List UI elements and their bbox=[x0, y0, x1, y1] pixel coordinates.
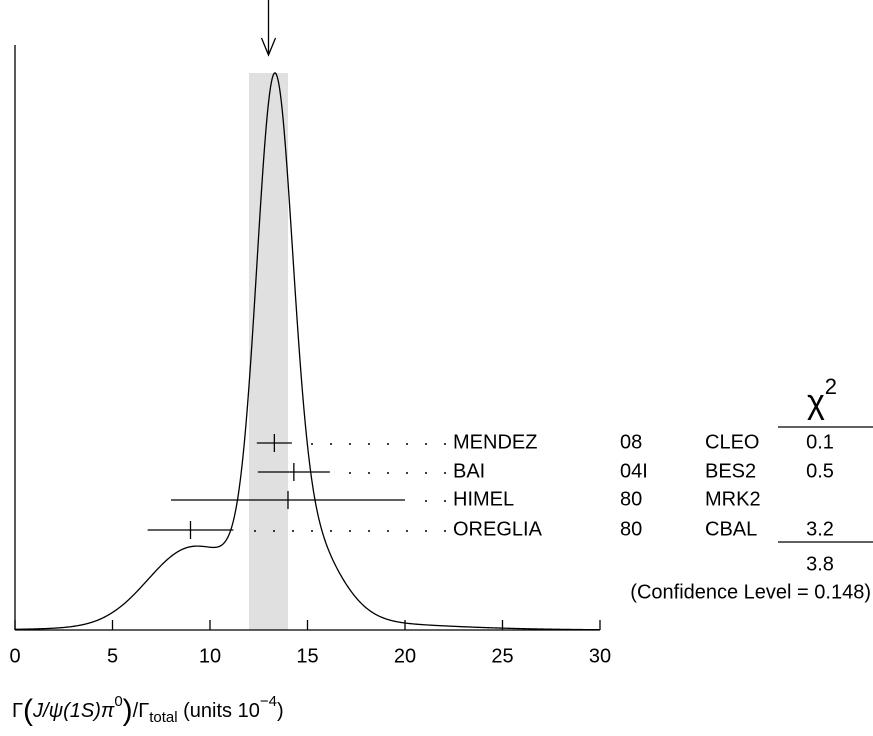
x-tick-label: 15 bbox=[296, 645, 318, 667]
leader-dot bbox=[368, 530, 370, 532]
leader-dot bbox=[292, 530, 294, 532]
leader-dot bbox=[349, 530, 351, 532]
label-part: ) bbox=[277, 700, 284, 722]
chi2-value: 3.2 bbox=[806, 518, 834, 540]
x-tick-label: 5 bbox=[107, 645, 118, 667]
leader-dot bbox=[330, 530, 332, 532]
label-part: −4 bbox=[260, 693, 277, 710]
chi2-value: 0.5 bbox=[806, 460, 834, 482]
chi2-value: 0.1 bbox=[806, 431, 834, 453]
average-band bbox=[249, 73, 288, 630]
leader-dot bbox=[254, 530, 256, 532]
experiment-name: HIMEL bbox=[453, 488, 514, 510]
experiment-group: BES2 bbox=[705, 460, 756, 482]
chi2-total: 3.8 bbox=[806, 553, 834, 575]
leader-dot bbox=[273, 530, 275, 532]
chi2-symbol: χ bbox=[807, 383, 825, 421]
leader-dot bbox=[444, 530, 446, 532]
label-part: Γ bbox=[12, 700, 23, 722]
x-tick-label: 0 bbox=[9, 645, 20, 667]
experiment-year: 80 bbox=[620, 488, 642, 510]
leader-dot bbox=[349, 472, 351, 474]
experiment-year: 08 bbox=[620, 431, 642, 453]
x-axis-label: Γ(J/ψ(1S)π0)/Γtotal (units 10−4) bbox=[12, 693, 284, 727]
leader-dot bbox=[406, 472, 408, 474]
leader-dot bbox=[311, 530, 313, 532]
experiment-group: CLEO bbox=[705, 431, 759, 453]
leader-dot bbox=[368, 472, 370, 474]
x-tick-label: 25 bbox=[491, 645, 513, 667]
confidence-level: (Confidence Level = 0.148) bbox=[630, 581, 871, 603]
leader-dot bbox=[311, 443, 313, 445]
x-tick-label: 30 bbox=[589, 645, 611, 667]
average-arrow bbox=[260, 0, 277, 57]
leader-dot bbox=[406, 530, 408, 532]
leader-dot bbox=[425, 500, 427, 502]
leader-dot bbox=[387, 530, 389, 532]
leader-dot bbox=[444, 443, 446, 445]
label-part: 0 bbox=[114, 693, 122, 710]
leader-dot bbox=[444, 500, 446, 502]
label-part: /Γ bbox=[133, 700, 150, 722]
chi2-power: 2 bbox=[825, 374, 837, 399]
ideogram-curve bbox=[14, 72, 600, 631]
leader-dot bbox=[425, 443, 427, 445]
leader-dot bbox=[406, 443, 408, 445]
experiment-group: MRK2 bbox=[705, 488, 761, 510]
leader-dot bbox=[387, 472, 389, 474]
label-part: (units 10 bbox=[178, 700, 260, 722]
leader-dot bbox=[368, 443, 370, 445]
leader-dot bbox=[425, 472, 427, 474]
label-part: ( bbox=[23, 694, 33, 727]
label-part: total bbox=[149, 709, 177, 726]
experiment-year: 80 bbox=[620, 518, 642, 540]
experiment-name: OREGLIA bbox=[453, 518, 543, 540]
experiment-name: MENDEZ bbox=[453, 431, 537, 453]
leader-dot bbox=[425, 530, 427, 532]
leader-dot bbox=[387, 443, 389, 445]
leader-dot bbox=[330, 443, 332, 445]
experiment-name: BAI bbox=[453, 460, 485, 482]
x-tick-label: 20 bbox=[394, 645, 416, 667]
experiment-year: 04I bbox=[620, 460, 648, 482]
label-part: ) bbox=[123, 694, 133, 727]
leader-dot bbox=[444, 472, 446, 474]
chi2-header: χ2 bbox=[807, 374, 837, 421]
leader-dot bbox=[349, 443, 351, 445]
experiment-group: CBAL bbox=[705, 518, 757, 540]
x-tick-label: 10 bbox=[199, 645, 221, 667]
label-part: J/ψ(1S)π bbox=[32, 700, 115, 722]
